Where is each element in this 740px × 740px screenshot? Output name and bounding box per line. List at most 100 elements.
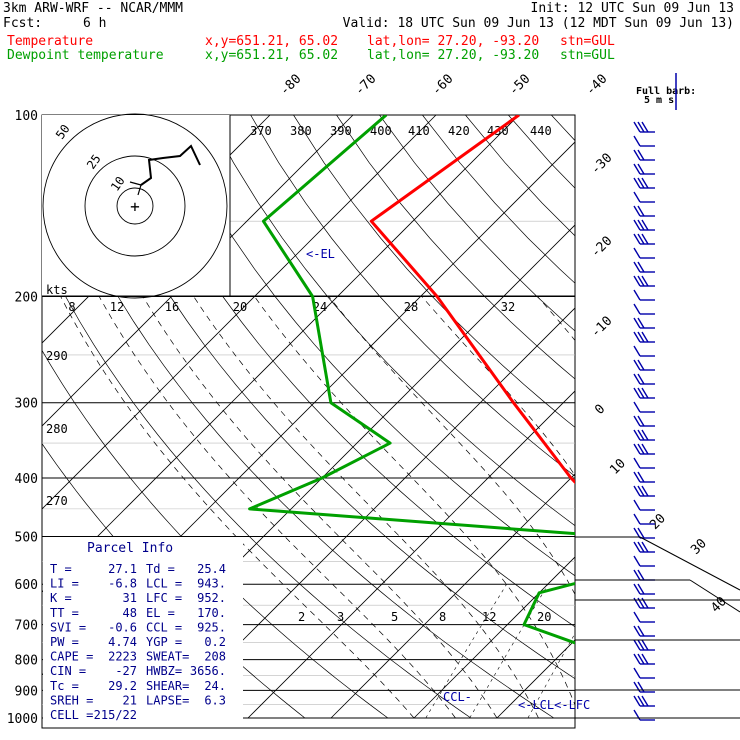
wind-barb-flag xyxy=(633,289,641,301)
parcel-info-label: LI = xyxy=(50,577,79,591)
pressure-label: 400 xyxy=(15,472,38,487)
hodograph-ring-label: 25 xyxy=(84,152,104,172)
theta-label: 420 xyxy=(448,124,470,138)
wind-barb-flag xyxy=(633,541,641,553)
isotherm-line xyxy=(413,556,575,719)
parcel-info-value: 48 xyxy=(123,606,137,620)
wind-barb-flag xyxy=(637,569,645,581)
wind-barb-flag xyxy=(633,205,641,217)
wind-barb-flag xyxy=(633,471,641,483)
wind-barb xyxy=(633,471,655,483)
hodograph-unit-label: kts xyxy=(46,283,68,297)
hodograph-ring xyxy=(42,113,228,299)
moist-adiabat-line xyxy=(142,296,498,719)
wind-barb xyxy=(633,611,655,623)
isotherm-label: -60 xyxy=(429,72,456,99)
wind-barb-flag xyxy=(633,639,641,651)
parcel-info-value: 4.74 xyxy=(108,635,137,649)
wind-barb-flag xyxy=(637,695,645,707)
hodograph-speed-label: 16 xyxy=(165,300,179,314)
hodograph-trace xyxy=(129,181,142,196)
theta-label: 290 xyxy=(46,349,68,363)
model-title: 3km ARW-WRF -- NCAR/MMM xyxy=(3,1,184,16)
parcel-info-value: 29.2 xyxy=(108,679,137,693)
wind-barb-flag xyxy=(637,625,645,637)
wind-barb-flag xyxy=(637,443,645,455)
wind-barb xyxy=(633,653,655,665)
wind-barb-flag xyxy=(633,373,641,385)
hodograph-ring-label: 50 xyxy=(53,122,73,142)
moist-adiabat-line xyxy=(254,296,575,707)
wind-barb-flag xyxy=(633,345,641,357)
hodograph-speed-label: 8 xyxy=(68,300,75,314)
dry-adiabat-line xyxy=(78,115,575,680)
theta-label: 380 xyxy=(290,124,312,138)
legend-temperature: Temperature xyxy=(7,34,94,49)
parcel-info-value: 170. xyxy=(197,606,226,620)
mixing-ratio-label: 8 xyxy=(439,610,446,624)
wind-barb-flag xyxy=(637,177,645,189)
wind-barb xyxy=(633,429,655,441)
parcel-info-value: 215/22 xyxy=(94,708,137,722)
wind-barb-flag xyxy=(633,415,641,427)
isotherm-line xyxy=(42,115,520,593)
parcel-info-label: SWEAT= xyxy=(146,650,189,664)
wind-barb xyxy=(633,401,655,413)
wind-barb-flag xyxy=(637,121,645,133)
isotherm-label: -10 xyxy=(588,314,615,341)
theta-label: 440 xyxy=(530,124,552,138)
moist-adiabat-line xyxy=(60,296,415,719)
wind-barb-flag xyxy=(637,387,645,399)
forecast-value: 6 h xyxy=(83,16,107,31)
dry-adiabat-line xyxy=(723,115,740,718)
wind-barb-flag xyxy=(633,219,641,231)
wind-barb-flag xyxy=(633,191,641,203)
theta-label: 410 xyxy=(408,124,430,138)
parcel-info-value: 25.4 xyxy=(197,562,226,576)
parcel-info-label: T = xyxy=(50,562,72,576)
wind-barb xyxy=(633,219,655,231)
wind-barb xyxy=(633,569,655,581)
parcel-info-value: -6.8 xyxy=(108,577,137,591)
wind-barb xyxy=(633,275,655,287)
wind-barb-flag xyxy=(641,177,649,189)
parcel-info-value: 943. xyxy=(197,577,226,591)
legend-dewpoint: Dewpoint temperature xyxy=(7,48,164,63)
wind-barb-flag xyxy=(637,653,645,665)
wind-barb-flag xyxy=(633,149,641,161)
frame-extension xyxy=(639,536,740,591)
wind-barb xyxy=(633,135,655,147)
parcel-info-box xyxy=(43,537,243,727)
isotherm-label: -80 xyxy=(277,72,304,99)
wind-barb-flag xyxy=(637,219,645,231)
wind-barb-flag xyxy=(633,387,641,399)
barb-legend-units: 5 m s xyxy=(644,95,674,106)
dry-adiabat-line xyxy=(42,131,555,719)
wind-barb-flag xyxy=(633,121,641,133)
wind-barb-flag xyxy=(637,163,645,175)
wind-barb xyxy=(633,289,655,301)
wind-barb-flag xyxy=(637,317,645,329)
dry-adiabat-line xyxy=(594,115,740,718)
mixing-ratio-label: 2 xyxy=(298,610,305,624)
wind-barb-flag xyxy=(633,331,641,343)
wind-barb xyxy=(633,443,655,455)
wind-barb-flag xyxy=(641,219,649,231)
parcel-info-label: CAPE = xyxy=(50,650,93,664)
hodograph-speed-label: 28 xyxy=(404,300,418,314)
wind-barb-flag xyxy=(641,485,649,497)
parcel-info-label: PW = xyxy=(50,635,79,649)
wind-barb xyxy=(633,191,655,203)
wind-barb-flag xyxy=(633,695,641,707)
parcel-info-label: LAPSE= xyxy=(146,693,189,707)
wind-barb xyxy=(633,485,655,497)
parcel-info-value: 27.1 xyxy=(108,562,137,576)
wind-barb-flag xyxy=(641,121,649,133)
wind-barb-flag xyxy=(641,653,649,665)
hodograph-ring xyxy=(84,155,186,257)
dry-adiabat-line xyxy=(207,115,575,527)
parcel-info-value: 0.2 xyxy=(204,635,226,649)
mixing-ratio-label: 3 xyxy=(337,610,344,624)
wind-barb-flag xyxy=(633,513,641,525)
